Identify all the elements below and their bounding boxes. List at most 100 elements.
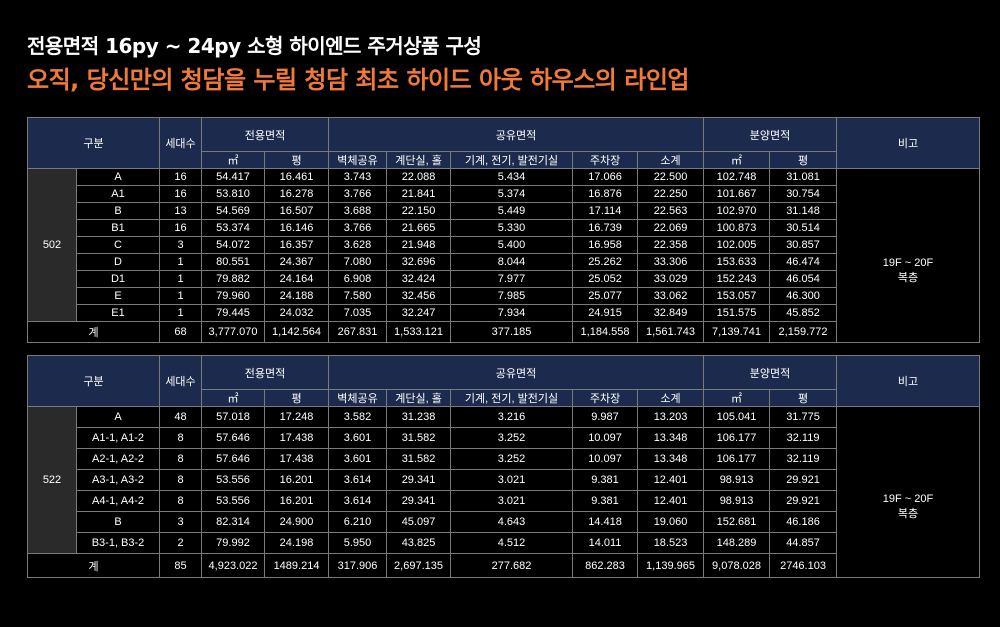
stair-hall: 21.948 <box>386 236 452 254</box>
wall-share: 3.688 <box>328 202 388 220</box>
unit-type: A1-1, A1-2 <box>76 427 160 449</box>
mech-electric: 7.985 <box>450 287 574 305</box>
table-row: E 1 79.960 24.188 7.580 32.456 7.985 25.077 33.0… <box>28 287 980 305</box>
parking: 14.418 <box>572 511 639 533</box>
households: 16 <box>159 185 202 203</box>
common-subtotal: 18.523 <box>637 532 705 554</box>
stair-hall: 43.825 <box>386 532 452 554</box>
stair-hall: 21.665 <box>386 219 452 237</box>
total-label: 계 <box>27 321 160 343</box>
mech-electric: 8.044 <box>450 253 574 271</box>
stair-hall: 32.456 <box>386 287 452 305</box>
header-wall-share: 벽체공유 <box>328 389 388 407</box>
table-row: 502 A 16 54.417 16.461 3.743 22.088 5.434 17.066… <box>27 168 981 343</box>
total-common-subtotal: 1,139.965 <box>637 553 705 578</box>
total-sale-sqm: 7,139.741 <box>703 321 771 343</box>
exclusive-sqm: 53.556 <box>201 469 265 491</box>
mech-electric: 3.216 <box>450 406 574 428</box>
exclusive-sqm: 79.992 <box>201 532 265 554</box>
unit-type: A2-1, A2-2 <box>76 448 160 470</box>
common-subtotal: 33.029 <box>637 270 705 288</box>
wall-share: 3.614 <box>328 490 388 512</box>
header-subtotal: 소계 <box>637 151 705 169</box>
table-row: 522 A 48 57.018 17.248 3.582 31.238 3.216 9.987 1… <box>27 406 981 578</box>
wall-share: 7.035 <box>328 304 388 322</box>
sale-pyeong: 31.081 <box>769 168 838 186</box>
total-parking: 1,184.558 <box>572 321 639 343</box>
unit-type: C <box>76 236 160 254</box>
header-households: 세대수 <box>159 355 202 407</box>
sale-sqm: 153.057 <box>703 287 771 305</box>
mech-electric: 3.021 <box>450 490 574 512</box>
unit-type: A <box>76 406 160 428</box>
total-row: 계 85 4,923.022 1489.214 317.906 2,697.135 277.… <box>27 553 980 578</box>
exclusive-pyeong: 16.461 <box>263 168 330 186</box>
page-subtitle: 오직, 당신만의 청담을 누릴 청담 최초 하이드 아웃 하우스의 라인업 <box>27 66 689 94</box>
unit-type: D <box>76 253 160 271</box>
households: 8 <box>159 490 202 512</box>
exclusive-sqm: 79.445 <box>201 304 265 322</box>
wall-share: 3.614 <box>328 469 388 491</box>
sale-pyeong: 30.857 <box>769 236 838 254</box>
parking: 9.381 <box>572 490 639 512</box>
building-group: 522 <box>27 406 77 554</box>
total-exclusive-sqm: 3,777.070 <box>201 321 265 343</box>
mech-electric: 7.934 <box>450 304 574 322</box>
header-mech-electric: 기계, 전기, 발전기실 <box>450 151 574 169</box>
wall-share: 3.766 <box>328 185 388 203</box>
sale-pyeong: 30.514 <box>769 219 838 237</box>
unit-type: A4-1, A4-2 <box>76 490 160 512</box>
exclusive-sqm: 54.569 <box>201 202 265 220</box>
sale-sqm: 102.748 <box>703 168 771 186</box>
sale-pyeong: 46.474 <box>769 253 838 271</box>
exclusive-sqm: 54.072 <box>201 236 265 254</box>
area-table-522: 구분 세대수 전용면적 공유면적 분양면적 비고 ㎡ 평 벽체공유 계단실, 홀… <box>27 355 981 578</box>
wall-share: 5.950 <box>328 532 388 554</box>
total-exclusive-sqm: 4,923.022 <box>201 553 265 578</box>
sale-sqm: 102.005 <box>703 236 771 254</box>
sale-pyeong: 46.300 <box>769 287 838 305</box>
exclusive-sqm: 82.314 <box>201 511 265 533</box>
exclusive-sqm: 79.960 <box>201 287 265 305</box>
sale-pyeong: 31.148 <box>769 202 838 220</box>
stair-hall: 32.696 <box>386 253 452 271</box>
header-subtotal: 소계 <box>637 389 705 407</box>
mech-electric: 5.434 <box>450 168 574 186</box>
total-exclusive-pyeong: 1489.214 <box>263 553 330 578</box>
parking: 24.915 <box>572 304 639 322</box>
total-sale-pyeong: 2746.103 <box>769 553 838 578</box>
sale-sqm: 152.681 <box>703 511 771 533</box>
total-row: 계 68 3,777.070 1,142.564 267.831 1,533.121 377… <box>27 321 980 343</box>
parking: 17.066 <box>572 168 639 186</box>
header-sale-sqm: ㎡ <box>703 389 771 407</box>
wall-share: 6.908 <box>328 270 388 288</box>
sale-sqm: 151.575 <box>703 304 771 322</box>
parking: 25.077 <box>572 287 639 305</box>
mech-electric: 5.330 <box>450 219 574 237</box>
wall-share: 3.766 <box>328 219 388 237</box>
exclusive-sqm: 53.556 <box>201 490 265 512</box>
wall-share: 3.601 <box>328 427 388 449</box>
exclusive-pyeong: 16.357 <box>263 236 330 254</box>
mech-electric: 7.977 <box>450 270 574 288</box>
sale-sqm: 105.041 <box>703 406 771 428</box>
total-sale-pyeong: 2,159.772 <box>769 321 838 343</box>
header-category: 구분 <box>27 355 160 407</box>
parking: 16.739 <box>572 219 639 237</box>
common-subtotal: 19.060 <box>637 511 705 533</box>
households: 16 <box>159 219 202 237</box>
total-stair-hall: 1,533.121 <box>386 321 452 343</box>
unit-type: A <box>76 168 160 186</box>
header-note: 비고 <box>836 355 981 407</box>
households: 13 <box>159 202 202 220</box>
wall-share: 7.580 <box>328 287 388 305</box>
exclusive-pyeong: 24.164 <box>263 270 330 288</box>
stair-hall: 29.341 <box>386 490 452 512</box>
stair-hall: 29.341 <box>386 469 452 491</box>
exclusive-pyeong: 17.438 <box>263 448 330 470</box>
exclusive-pyeong: 16.201 <box>263 490 330 512</box>
common-subtotal: 13.348 <box>637 448 705 470</box>
exclusive-sqm: 53.374 <box>201 219 265 237</box>
sale-pyeong: 46.054 <box>769 270 838 288</box>
total-stair-hall: 2,697.135 <box>386 553 452 578</box>
